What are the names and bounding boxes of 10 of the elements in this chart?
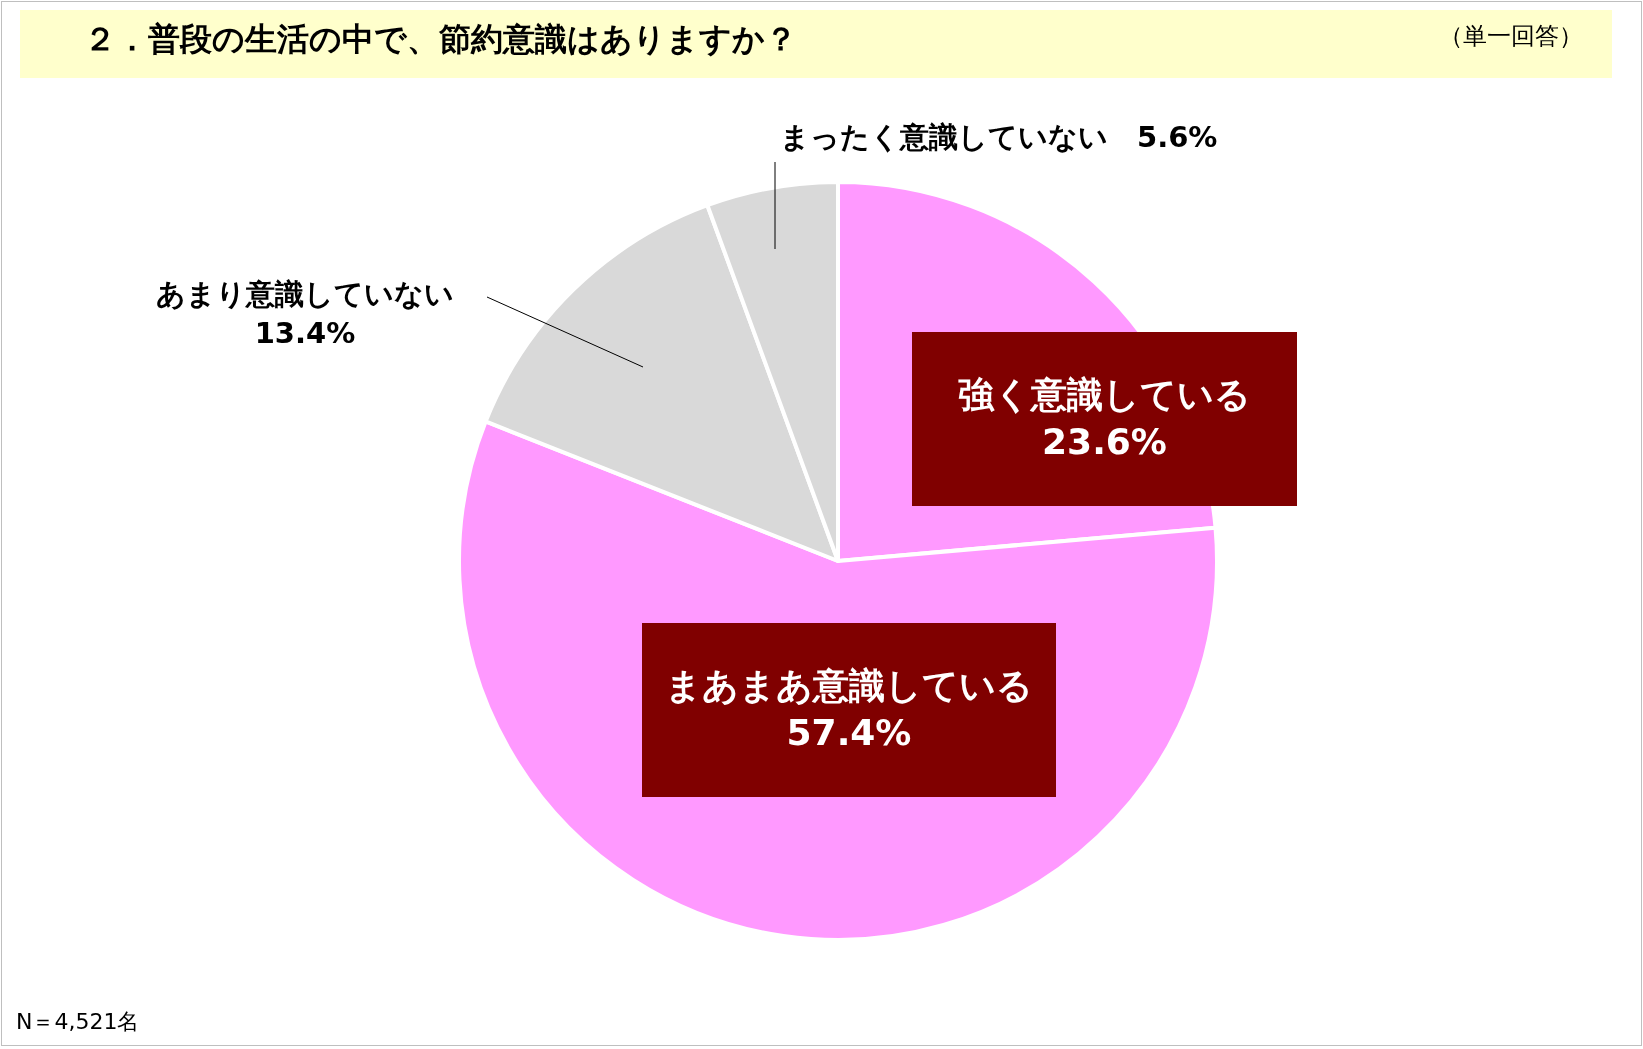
data-label: 57.4% bbox=[786, 711, 912, 755]
data-label: 13.4% bbox=[253, 315, 357, 353]
slice-label: まったく意識していない 5.6% bbox=[780, 119, 1219, 156]
slice-label: まあまあ意識している bbox=[665, 664, 1033, 709]
slice-label: あまり意識していない bbox=[155, 276, 455, 313]
chart-title: ２．普段の生活の中で、節約意識はありますか？ bbox=[84, 19, 797, 60]
slice-label: 強く意識している bbox=[958, 373, 1251, 418]
text: （単一回答） bbox=[1439, 21, 1583, 52]
text: N＝4,521名 bbox=[16, 1008, 140, 1036]
data-label: 23.6% bbox=[1042, 420, 1167, 464]
